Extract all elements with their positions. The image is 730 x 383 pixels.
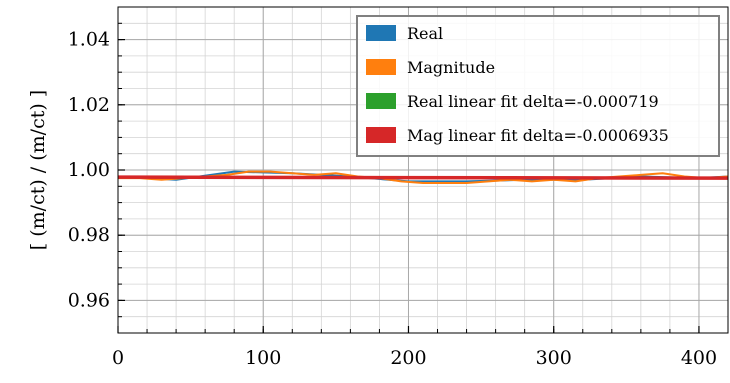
legend: Real Magnitude Real linear fit delta=-0.00… [356, 15, 720, 157]
legend-swatch [366, 127, 396, 143]
y-tick-label: 0.96 [68, 289, 110, 311]
x-tick-label: 300 [536, 347, 572, 369]
x-tick-label: 400 [681, 347, 717, 369]
series-layer [117, 170, 729, 185]
y-axis-label: [ (m/ct) / (m/ct) ] [27, 90, 49, 250]
ticks-layer: 0 100 200 300 400 0.96 0.98 1.00 1.02 1.04 [68, 6, 729, 369]
legend-label: Magnitude [407, 58, 495, 77]
legend-label: Real linear fit delta=-0.000719 [407, 92, 659, 111]
series-line-mag [117, 175, 729, 180]
legend-swatch [366, 93, 396, 109]
legend-swatch [366, 25, 396, 41]
legend-swatch [366, 59, 396, 75]
x-tick-label: 100 [245, 347, 281, 369]
y-tick-label: 1.02 [68, 94, 110, 116]
legend-label: Real [407, 24, 443, 43]
y-tick-label: 1.04 [68, 29, 110, 51]
x-tick-label: 200 [390, 347, 426, 369]
series-line-magnitude [118, 170, 729, 185]
legend-label: Mag linear fit delta=-0.0006935 [407, 126, 669, 145]
y-tick-label: 1.00 [68, 159, 110, 181]
legend-box [356, 15, 720, 157]
x-tick-label: 0 [112, 347, 124, 369]
y-tick-label: 0.98 [68, 224, 110, 246]
